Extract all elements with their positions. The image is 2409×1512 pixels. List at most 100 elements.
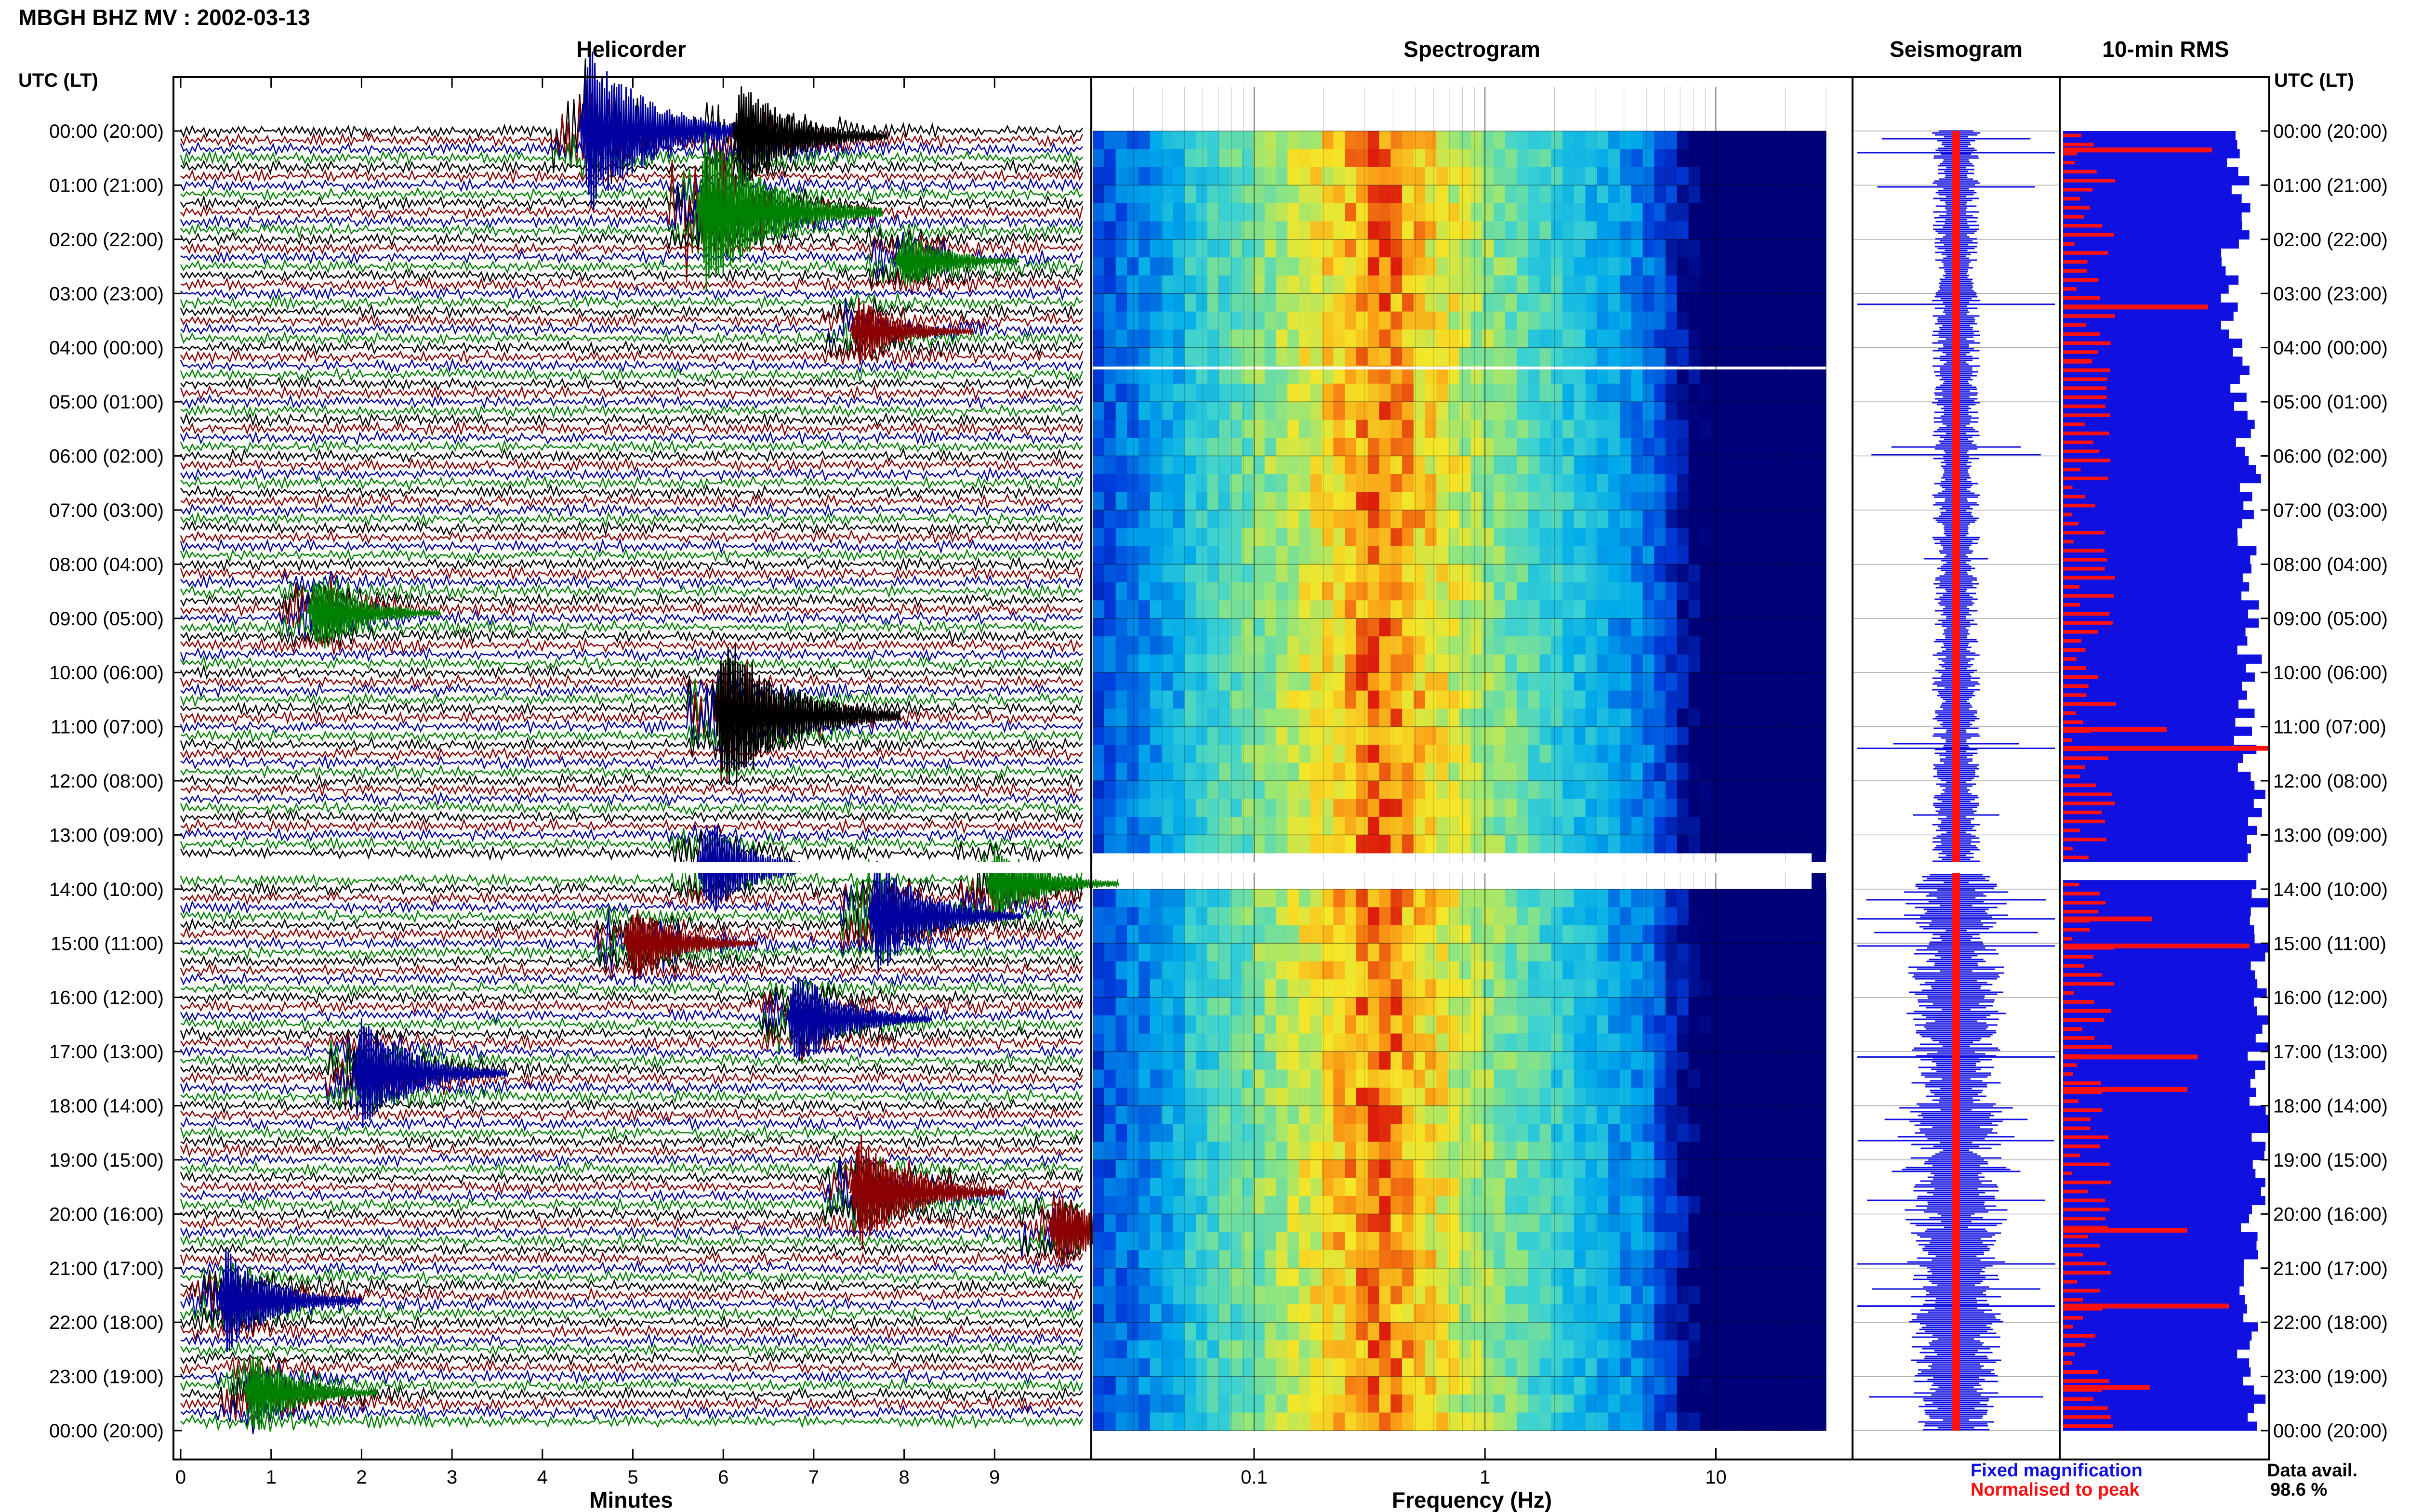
spectrogram-cell bbox=[1379, 763, 1391, 781]
spectrogram-cell bbox=[1333, 329, 1345, 348]
spectrogram-cell bbox=[1436, 347, 1448, 366]
spectrogram-cell bbox=[1299, 329, 1311, 348]
spectrogram-cell bbox=[1322, 293, 1334, 312]
helicorder-trace bbox=[180, 985, 1084, 1013]
helicorder-trace bbox=[180, 1250, 1084, 1269]
spectrogram-cell bbox=[1585, 582, 1597, 601]
spectrogram-cell bbox=[1310, 1250, 1323, 1269]
spectrogram-cell bbox=[1196, 438, 1208, 457]
spectrogram-cell bbox=[1539, 1340, 1551, 1359]
spectrogram-cell bbox=[1482, 221, 1494, 240]
spectrogram-cell bbox=[1207, 149, 1219, 168]
spectrogram-cell bbox=[1093, 997, 1105, 1016]
spectrogram-cell bbox=[1562, 1304, 1575, 1323]
spectrogram-cell bbox=[1367, 943, 1380, 962]
spectrogram-cell bbox=[1677, 726, 1689, 745]
spectrogram-cell bbox=[1494, 1159, 1506, 1178]
spectrogram-cell bbox=[1207, 1214, 1219, 1233]
spectrogram-cell bbox=[1654, 943, 1666, 962]
spectrogram-cell bbox=[1322, 1178, 1334, 1196]
spectrogram-cell bbox=[1642, 492, 1655, 511]
spectrogram-cell bbox=[1551, 1052, 1563, 1070]
spectrogram-cell bbox=[1276, 1358, 1288, 1377]
spectrogram-cell bbox=[1574, 1394, 1586, 1413]
spectrogram-cell bbox=[1734, 907, 1747, 926]
spectrogram-cell bbox=[1287, 1286, 1299, 1305]
spectrogram-cell bbox=[1173, 1268, 1185, 1287]
rms-fixed-bar bbox=[2063, 709, 2255, 718]
spectrogram-cell bbox=[1619, 745, 1632, 763]
spectrogram-cell bbox=[1230, 835, 1242, 854]
helicorder-event bbox=[984, 847, 1120, 920]
helicorder-trace bbox=[180, 1270, 1084, 1305]
spectrogram-cell bbox=[1299, 654, 1311, 673]
spectrogram-cell bbox=[1666, 1250, 1678, 1269]
spectrogram-cell bbox=[1734, 600, 1747, 619]
spectrogram-cell bbox=[1425, 654, 1437, 673]
spectrogram-cell bbox=[1539, 979, 1551, 998]
spectrogram-cell bbox=[1264, 600, 1277, 619]
rms-normalised-bar bbox=[2063, 260, 2088, 264]
spectrogram-cell bbox=[1470, 889, 1483, 907]
spectrogram-cell bbox=[1207, 781, 1219, 800]
spectrogram-cell bbox=[1230, 275, 1242, 294]
spectrogram-cell bbox=[1769, 1142, 1781, 1160]
spectrogram-cell bbox=[1551, 383, 1563, 402]
spectrogram-cell bbox=[1299, 528, 1311, 547]
spectrogram-cell bbox=[1482, 1232, 1494, 1250]
spectrogram-cell bbox=[1345, 1159, 1357, 1178]
spectrogram-cell bbox=[1425, 1214, 1437, 1233]
spectrogram-cell bbox=[1299, 961, 1311, 980]
spectrogram-cell bbox=[1367, 167, 1380, 185]
spectrogram-cell bbox=[1688, 329, 1700, 348]
spectrogram-cell bbox=[1677, 943, 1689, 962]
spectrogram-cell bbox=[1287, 979, 1299, 998]
spectrogram-cell bbox=[1196, 257, 1208, 276]
spectrogram-cell bbox=[1322, 402, 1334, 421]
spectrogram-cell bbox=[1218, 546, 1231, 565]
spectrogram-cell bbox=[1608, 1376, 1620, 1395]
spectrogram-cell bbox=[1390, 185, 1403, 204]
spectrogram-cell bbox=[1608, 257, 1620, 276]
spectrogram-cell bbox=[1345, 1376, 1357, 1395]
spectrogram-cell bbox=[1494, 636, 1506, 655]
spectrogram-cell bbox=[1585, 763, 1597, 781]
rms-normalised-bar bbox=[2063, 179, 2116, 183]
spectrogram-cell bbox=[1276, 275, 1288, 294]
spectrogram-cell bbox=[1516, 1105, 1529, 1124]
spectrogram-cell bbox=[1688, 1322, 1700, 1341]
spectrogram-cell bbox=[1631, 600, 1643, 619]
spectrogram-cell bbox=[1528, 1052, 1540, 1070]
spectrogram-cell bbox=[1562, 203, 1575, 222]
spectrogram-cell bbox=[1115, 1358, 1127, 1377]
spectrogram-cell bbox=[1769, 1105, 1781, 1124]
spectrogram-cell bbox=[1608, 1358, 1620, 1377]
spectrogram-cell bbox=[1207, 690, 1219, 709]
spectrogram-cell bbox=[1299, 1069, 1311, 1088]
spectrogram-cell bbox=[1723, 709, 1735, 727]
spectrogram-cell bbox=[1436, 383, 1448, 402]
spectrogram-cell bbox=[1104, 907, 1116, 926]
spectrogram-cell bbox=[1173, 1105, 1185, 1124]
spectrogram-cell bbox=[1242, 781, 1254, 800]
spectrogram-cell bbox=[1104, 1412, 1116, 1431]
spectrogram-cell bbox=[1597, 1069, 1609, 1088]
spectrogram-cell bbox=[1276, 383, 1288, 402]
spectrogram-cell bbox=[1218, 654, 1231, 673]
helicorder-trace bbox=[180, 1115, 1083, 1132]
helicorder-trace bbox=[180, 520, 1084, 537]
spectrogram-cell bbox=[1459, 492, 1471, 511]
spectrogram-cell bbox=[1161, 745, 1174, 763]
spectrogram-cell bbox=[1574, 582, 1586, 601]
spectrogram-cell bbox=[1356, 420, 1368, 438]
spectrogram-cell bbox=[1150, 672, 1162, 691]
spectrogram-cell bbox=[1482, 618, 1494, 637]
spectrogram-cell bbox=[1723, 1159, 1735, 1178]
spectrogram-cell bbox=[1631, 257, 1643, 276]
spectrogram-cell bbox=[1631, 149, 1643, 168]
spectrogram-cell bbox=[1184, 726, 1196, 745]
spectrogram-cell bbox=[1322, 1376, 1334, 1395]
spectrogram-cell bbox=[1310, 1412, 1323, 1431]
spectrogram-cell bbox=[1700, 383, 1712, 402]
spectrogram-cell bbox=[1390, 329, 1403, 348]
